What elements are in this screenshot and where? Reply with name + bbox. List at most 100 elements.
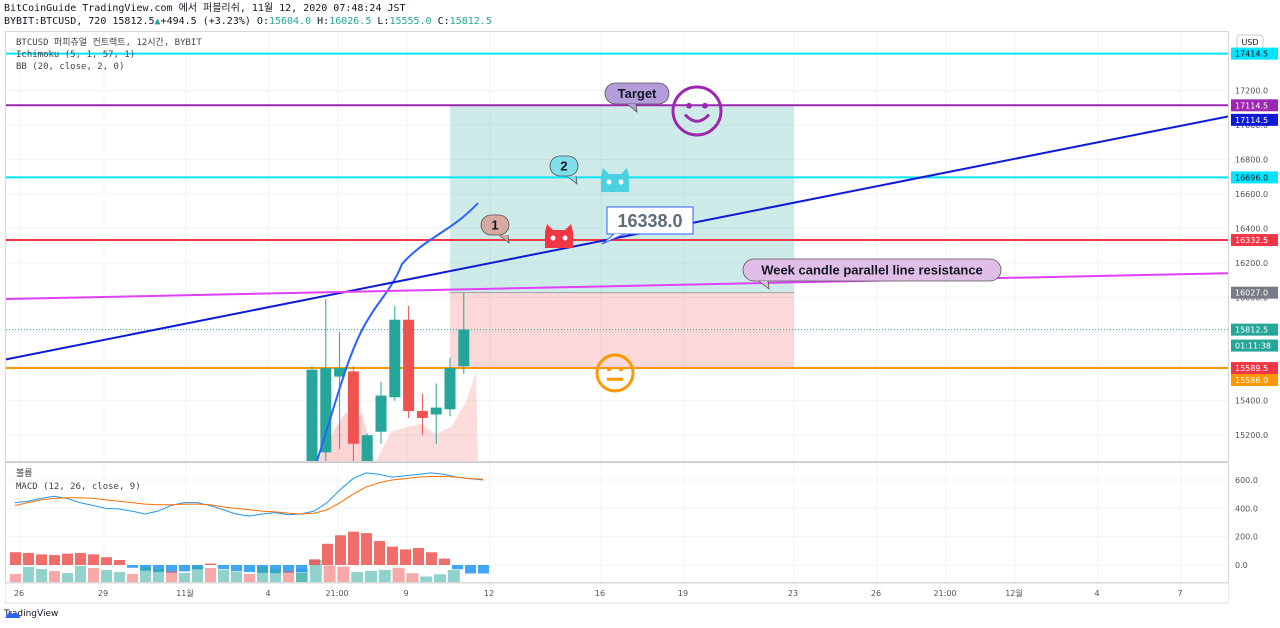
- smiley-face-icon-mouth: [683, 113, 711, 123]
- volume-bar: [127, 574, 138, 582]
- volume-bar: [49, 571, 60, 582]
- time-tick: 12: [484, 589, 494, 598]
- macd-tick: 600.0: [1235, 476, 1258, 485]
- volume-bar: [244, 574, 255, 582]
- time-tick: 26: [14, 589, 24, 598]
- cat-icon-red: [545, 224, 573, 248]
- low-value: 15555.0: [389, 16, 432, 27]
- macd-line: [14, 472, 484, 517]
- macd-axis[interactable]: 600.0 400.0 200.0 0.0: [1229, 462, 1280, 583]
- last-price: 15812.5: [112, 16, 155, 27]
- cat-icon-cyan-eye: [618, 179, 624, 185]
- ichimoku-legend[interactable]: Ichimoku (5, 1, 57, 1): [16, 50, 136, 60]
- volume-bar: [114, 572, 125, 582]
- neutral-face-icon-outline: [595, 353, 635, 393]
- price-axis-label-bg: [1231, 47, 1278, 60]
- macd-tick: 0.0: [1235, 561, 1248, 570]
- smiley-face-icon-eye: [686, 102, 692, 109]
- volume-bar: [351, 572, 364, 582]
- price-tick: 16800.0: [1235, 155, 1268, 164]
- candle-body: [334, 367, 346, 377]
- volume-bar: [36, 569, 47, 582]
- candle-body: [361, 435, 373, 461]
- histogram-bar: [101, 557, 112, 565]
- volume-legend[interactable]: 볼륨: [16, 469, 33, 479]
- histogram-bar: [36, 554, 47, 565]
- volume-bar: [23, 567, 34, 582]
- resistance-label: Week candle parallel line resistance: [761, 263, 983, 278]
- time-axis-bg: [5, 583, 1229, 604]
- wave1-label: 1: [491, 218, 498, 233]
- price-callout-tail: [601, 233, 625, 245]
- price-axis-label-bg: [1231, 286, 1278, 299]
- price-callout-text: 16338.0: [617, 211, 682, 231]
- histogram-bar: [75, 552, 86, 565]
- price-axis-label: 17114.5: [1235, 116, 1268, 125]
- tradingview-footer[interactable]: TradingView: [4, 609, 58, 619]
- cat-icon-red-eye: [562, 235, 568, 241]
- price-axis-scale: USD15200.015400.015600.015800.016000.016…: [1231, 34, 1278, 440]
- histogram-bar: [179, 565, 190, 572]
- candle-body: [306, 369, 318, 461]
- histogram-bar: [114, 560, 125, 565]
- time-axis[interactable]: 26 29 11월 4 21:00 9 12 16 19 23 26 21:00 12월 4 7: [5, 583, 1229, 605]
- price-tick: 16600.0: [1235, 190, 1268, 199]
- price-axis-label: 17114.5: [1235, 101, 1268, 110]
- wave2-label: 2: [560, 159, 567, 174]
- volume-bar: [447, 569, 460, 582]
- candle-body: [416, 411, 428, 418]
- histogram-bar: [23, 552, 34, 565]
- histogram-bar: [88, 554, 99, 565]
- high-label: H:: [317, 16, 330, 27]
- price-tick: 16400.0: [1235, 224, 1268, 233]
- histogram-bar: [400, 549, 411, 565]
- symbol: BYBIT:BTCUSD, 720: [4, 16, 107, 27]
- currency-label: USD: [1241, 38, 1258, 47]
- macd-pane[interactable]: 볼륨 MACD (12, 26, close, 9): [5, 462, 1229, 583]
- macd-axis-scale: 600.0 400.0 200.0 0.0: [1235, 476, 1258, 570]
- histogram-bar: [335, 535, 346, 565]
- volume-bar: [179, 573, 190, 582]
- time-tick: 29: [98, 589, 108, 598]
- volume-bar: [365, 571, 377, 582]
- smiley-face-icon-eye: [702, 102, 708, 109]
- profit-zone: [450, 105, 794, 293]
- histogram-bar: [465, 565, 476, 574]
- histogram-bar: [478, 565, 489, 574]
- low-label: L:: [377, 16, 390, 27]
- histogram-bar: [62, 553, 73, 565]
- macd-legend[interactable]: MACD (12, 26, close, 9): [16, 482, 141, 492]
- price-axis-label: 01:11:38: [1235, 342, 1271, 351]
- projection-curve: [316, 202, 479, 461]
- publish-line: BitCoinGuide TradingView.com 에서 퍼블리쉬, 11…: [4, 3, 406, 14]
- price-axis-label: 15589.5: [1235, 364, 1268, 373]
- price-axis[interactable]: USD15200.015400.015600.015800.016000.016…: [1229, 31, 1280, 462]
- trendline: [6, 115, 1228, 361]
- price-axis-label: 16332.5: [1235, 236, 1268, 245]
- cat-icon-cyan-head: [601, 168, 629, 192]
- histogram-bar: [452, 565, 463, 570]
- price-pane[interactable]: Target 2 1 Week candle parallel line resist…: [5, 31, 1229, 462]
- histogram-bar: [374, 540, 385, 565]
- volume-bar: [406, 573, 419, 582]
- time-tick: 16: [595, 589, 605, 598]
- price-tick: 15200.0: [1235, 431, 1268, 440]
- volume-bar: [88, 568, 99, 582]
- candle-body: [347, 371, 359, 444]
- bb-band-area: [318, 412, 374, 461]
- histogram-bar: [166, 565, 177, 573]
- price-axis-label-bg: [1231, 362, 1278, 375]
- price-axis-label-bg: [1231, 323, 1278, 336]
- volume-bar: [392, 567, 405, 582]
- volume-bar: [166, 571, 177, 582]
- time-tick: 19: [678, 589, 688, 598]
- histogram-bar: [348, 531, 359, 565]
- bb-legend[interactable]: BB (20, close, 2, 0): [16, 62, 125, 72]
- histogram-bar: [309, 559, 320, 565]
- smiley-face-icon-outline: [671, 85, 723, 137]
- histogram-bar: [426, 552, 437, 565]
- histogram-bar: [153, 565, 164, 573]
- volume-bar: [323, 565, 336, 582]
- candle-body: [403, 319, 415, 412]
- volume-bar: [205, 568, 216, 582]
